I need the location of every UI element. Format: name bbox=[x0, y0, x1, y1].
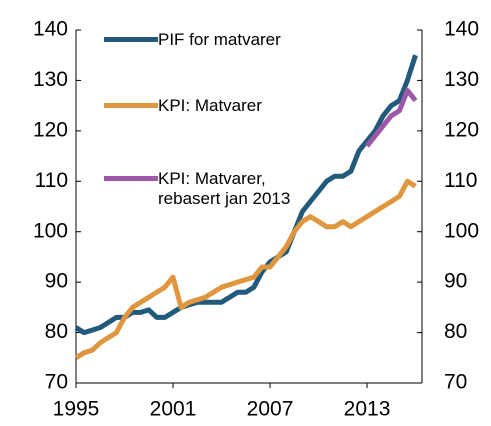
legend-label: KPI: Matvarer, rebasert jan 2013 bbox=[158, 169, 291, 208]
legend-swatch bbox=[104, 37, 158, 42]
y-tick-label: 90 bbox=[45, 270, 68, 293]
legend-swatch bbox=[104, 103, 158, 108]
y2-tick-label: 80 bbox=[444, 320, 467, 343]
series-line bbox=[74, 178, 417, 360]
y-tick-label: 80 bbox=[45, 320, 68, 343]
y2-tick-label: 110 bbox=[444, 169, 477, 192]
y2-tick-label: 100 bbox=[444, 219, 479, 242]
series-line bbox=[74, 54, 418, 336]
x-tick-label: 2001 bbox=[150, 398, 197, 421]
y-tick-label: 70 bbox=[45, 371, 68, 394]
y2-tick-label: 140 bbox=[444, 18, 479, 41]
legend-label: KPI: Matvarer bbox=[158, 96, 262, 115]
legend-label: PIF for matvarer bbox=[158, 30, 281, 49]
y-tick-label: 110 bbox=[35, 169, 68, 192]
y2-tick-label: 70 bbox=[444, 371, 467, 394]
legend-swatch bbox=[104, 176, 158, 181]
y2-tick-label: 130 bbox=[444, 68, 479, 91]
y-tick-label: 130 bbox=[33, 68, 68, 91]
series-line bbox=[365, 88, 418, 148]
y2-tick-label: 120 bbox=[444, 118, 479, 141]
y-tick-label: 140 bbox=[33, 18, 68, 41]
x-tick-label: 1995 bbox=[53, 398, 100, 421]
y-tick-label: 100 bbox=[33, 219, 68, 242]
y-tick-label: 120 bbox=[33, 118, 68, 141]
x-tick-label: 2013 bbox=[344, 398, 391, 421]
x-tick-label: 2007 bbox=[247, 398, 294, 421]
y2-tick-label: 90 bbox=[444, 270, 467, 293]
